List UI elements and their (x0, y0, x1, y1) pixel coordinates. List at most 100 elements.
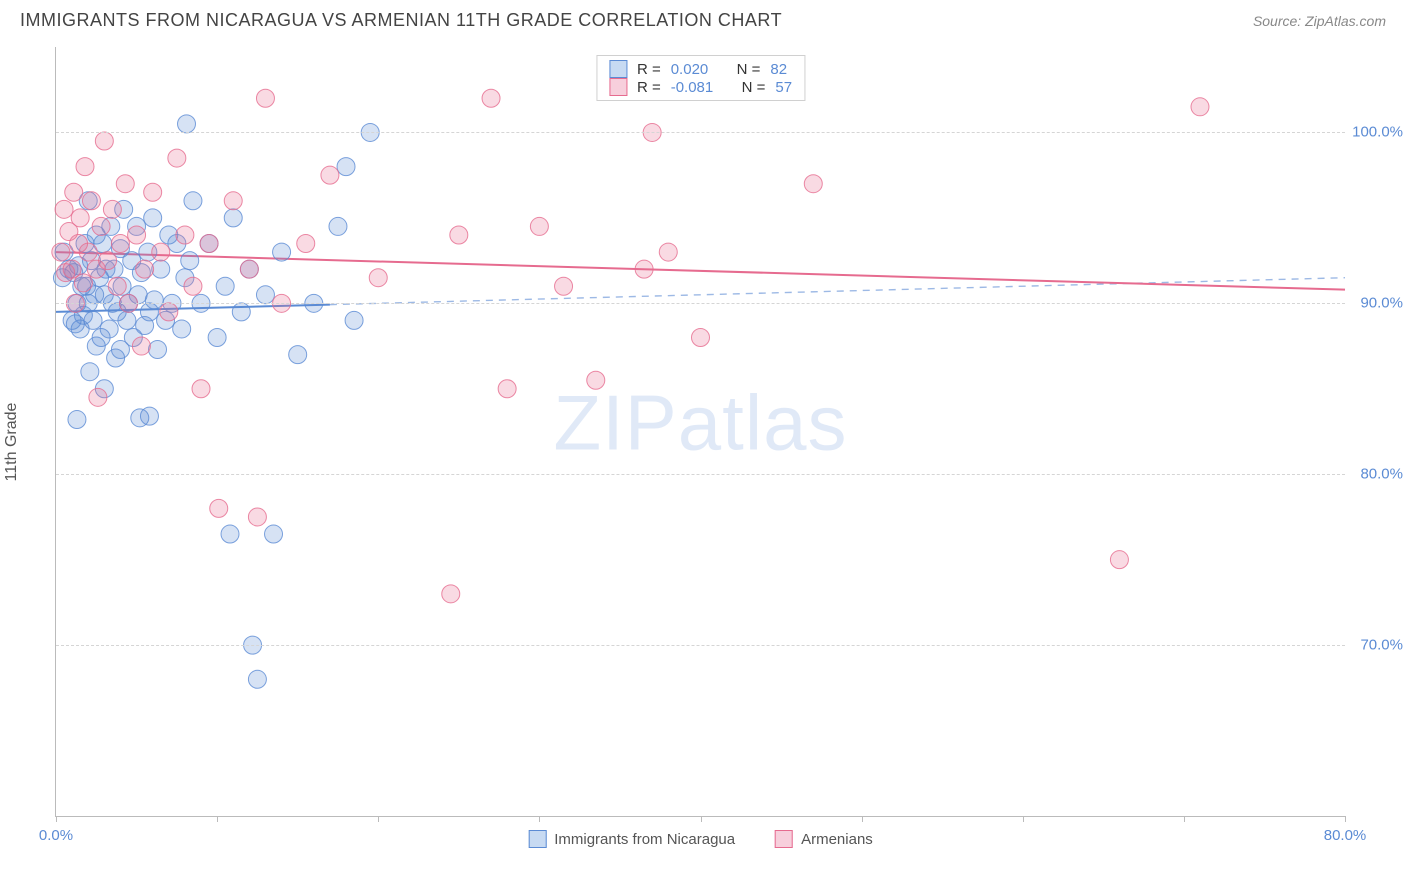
scatter-point-armenians (192, 380, 210, 398)
scatter-point-nicaragua (86, 286, 104, 304)
regression-lines-layer (56, 47, 1345, 816)
regression-line-extrapolated-nicaragua (330, 278, 1345, 305)
scatter-point-armenians (52, 243, 70, 261)
scatter-point-nicaragua (111, 240, 129, 258)
r-label: R = (637, 79, 661, 96)
scatter-point-nicaragua (102, 217, 120, 235)
y-tick-label: 70.0% (1349, 637, 1403, 654)
legend-swatch-armenians (775, 830, 793, 848)
scatter-point-nicaragua (232, 303, 250, 321)
gridline (56, 303, 1345, 304)
scatter-point-armenians (76, 158, 94, 176)
scatter-point-armenians (200, 235, 218, 253)
scatter-point-nicaragua (113, 277, 131, 295)
regression-line-armenians (56, 252, 1345, 290)
legend-label: Armenians (801, 831, 873, 848)
scatter-point-nicaragua (265, 525, 283, 543)
scatter-point-armenians (111, 235, 129, 253)
chart-source: Source: ZipAtlas.com (1253, 13, 1386, 29)
scatter-point-nicaragua (82, 252, 100, 270)
n-label: N = (737, 61, 761, 78)
scatter-point-armenians (128, 226, 146, 244)
gridline (56, 474, 1345, 475)
scatter-point-nicaragua (152, 260, 170, 278)
scatter-point-nicaragua (273, 243, 291, 261)
scatter-point-armenians (74, 274, 92, 292)
scatter-point-nicaragua (94, 235, 112, 253)
scatter-point-nicaragua (329, 217, 347, 235)
scatter-point-nicaragua (256, 286, 274, 304)
n-value-nicaragua: 82 (770, 61, 787, 78)
scatter-point-nicaragua (145, 291, 163, 309)
swatch-nicaragua (609, 60, 627, 78)
scatter-point-nicaragua (248, 670, 266, 688)
scatter-point-armenians (248, 508, 266, 526)
scatter-point-nicaragua (128, 217, 146, 235)
scatter-point-nicaragua (221, 525, 239, 543)
scatter-point-nicaragua (337, 158, 355, 176)
plot-area: ZIPatlas R = 0.020 N = 82 R = -0.081 N =… (55, 47, 1345, 817)
scatter-point-nicaragua (160, 226, 178, 244)
legend-label: Immigrants from Nicaragua (554, 831, 735, 848)
legend-swatch-nicaragua (528, 830, 546, 848)
scatter-point-nicaragua (63, 311, 81, 329)
x-tick-mark (1184, 816, 1185, 822)
scatter-point-nicaragua (178, 115, 196, 133)
scatter-point-armenians (152, 243, 170, 261)
x-tick-mark (539, 816, 540, 822)
legend-item-armenians: Armenians (775, 830, 873, 848)
scatter-point-armenians (60, 223, 78, 241)
x-tick-mark (56, 816, 57, 822)
scatter-point-nicaragua (87, 337, 105, 355)
scatter-point-nicaragua (107, 349, 125, 367)
scatter-point-nicaragua (95, 380, 113, 398)
scatter-point-nicaragua (144, 209, 162, 227)
scatter-point-nicaragua (129, 286, 147, 304)
scatter-point-armenians (79, 243, 97, 261)
watermark-bold: ZIP (553, 378, 677, 466)
scatter-point-nicaragua (71, 320, 89, 338)
scatter-point-armenians (659, 243, 677, 261)
scatter-point-armenians (82, 192, 100, 210)
scatter-point-nicaragua (131, 409, 149, 427)
y-tick-label: 100.0% (1349, 124, 1403, 141)
x-tick-mark (701, 816, 702, 822)
legend-item-nicaragua: Immigrants from Nicaragua (528, 830, 735, 848)
series-legend: Immigrants from Nicaragua Armenians (528, 830, 873, 848)
scatter-point-nicaragua (157, 311, 175, 329)
scatter-point-armenians (256, 89, 274, 107)
swatch-armenians (609, 78, 627, 96)
scatter-point-armenians (321, 166, 339, 184)
scatter-point-armenians (369, 269, 387, 287)
scatter-point-armenians (442, 585, 460, 603)
y-axis-label: 11th Grade (3, 403, 21, 482)
x-tick-label: 0.0% (39, 827, 73, 844)
scatter-point-armenians (297, 235, 315, 253)
scatter-point-nicaragua (168, 235, 186, 253)
scatter-point-armenians (160, 303, 178, 321)
watermark-thin: atlas (678, 378, 848, 466)
r-value-nicaragua: 0.020 (671, 61, 709, 78)
gridline (56, 645, 1345, 646)
chart-header: IMMIGRANTS FROM NICARAGUA VS ARMENIAN 11… (0, 0, 1406, 37)
correlation-row-nicaragua: R = 0.020 N = 82 (609, 60, 792, 78)
scatter-point-armenians (63, 260, 81, 278)
scatter-point-armenians (136, 260, 154, 278)
chart-container: 11th Grade ZIPatlas R = 0.020 N = 82 R =… (0, 37, 1406, 847)
scatter-point-armenians (1191, 98, 1209, 116)
scatter-point-armenians (530, 217, 548, 235)
scatter-point-nicaragua (200, 235, 218, 253)
scatter-point-nicaragua (132, 264, 150, 282)
r-label: R = (637, 61, 661, 78)
scatter-point-nicaragua (105, 260, 123, 278)
n-value-armenians: 57 (775, 79, 792, 96)
scatter-point-nicaragua (79, 192, 97, 210)
x-tick-mark (1345, 816, 1346, 822)
scatter-point-nicaragua (87, 226, 105, 244)
scatter-point-nicaragua (55, 243, 73, 261)
correlation-row-armenians: R = -0.081 N = 57 (609, 78, 792, 96)
scatter-point-armenians (116, 175, 134, 193)
scatter-point-nicaragua (60, 260, 78, 278)
scatter-point-nicaragua (140, 303, 158, 321)
scatter-point-nicaragua (139, 243, 157, 261)
